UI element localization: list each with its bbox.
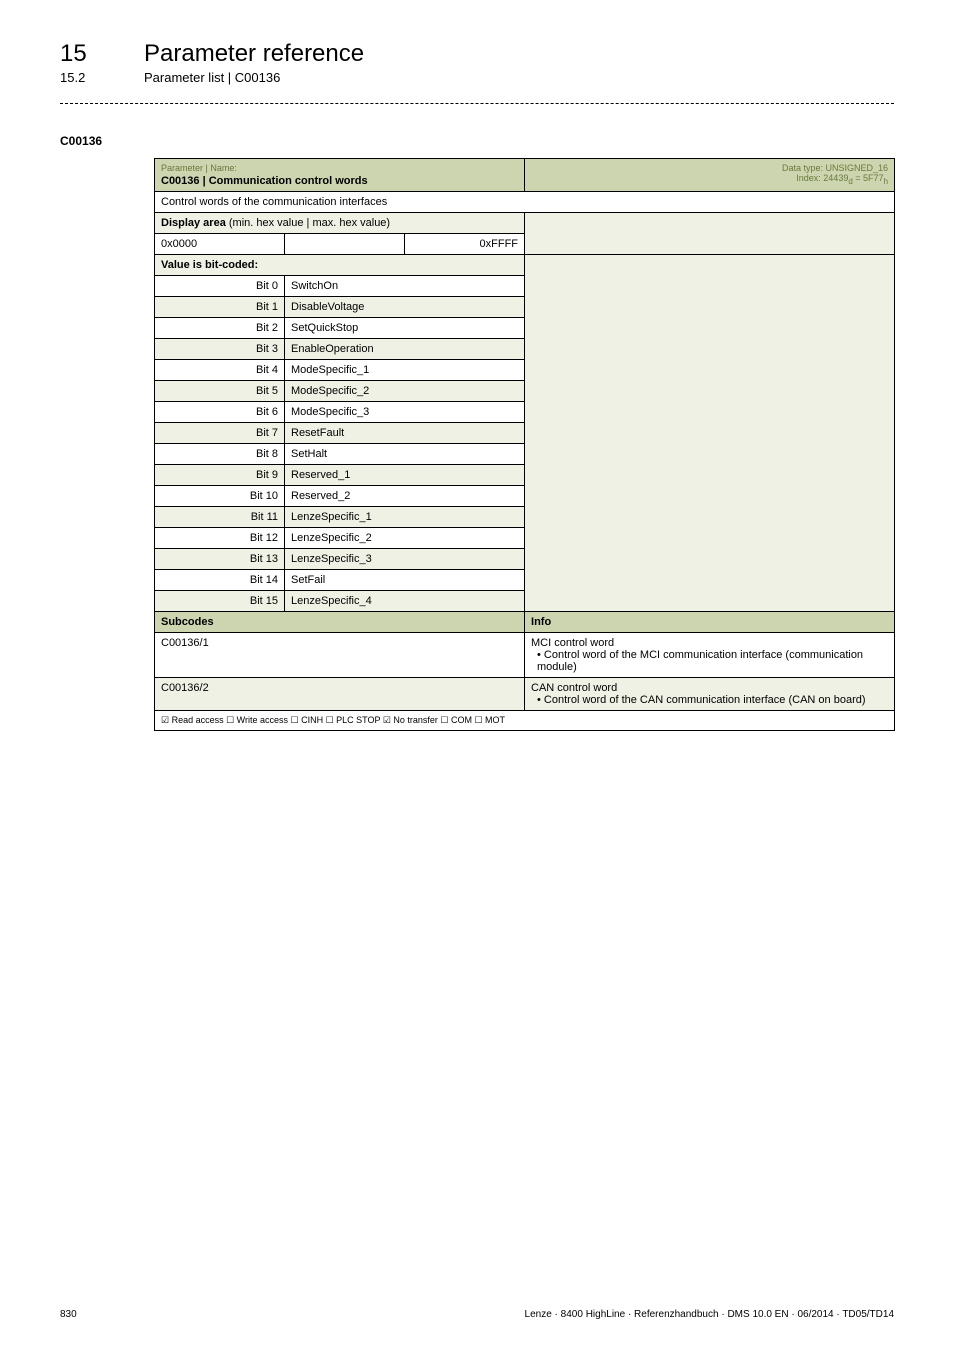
min-hex: 0x0000: [155, 234, 285, 255]
bit-label: Bit 9: [155, 465, 285, 486]
idx-mid: = 5F77: [853, 173, 884, 183]
bit-name: LenzeSpecific_2: [285, 528, 525, 549]
bit-name: Reserved_2: [285, 486, 525, 507]
param-dtype-cell: Data type: UNSIGNED_16 Index: 24439d = 5…: [525, 159, 895, 192]
bit-name: SetQuickStop: [285, 318, 525, 339]
param-title: C00136 | Communication control words: [161, 175, 368, 187]
bit-name: ModeSpecific_2: [285, 381, 525, 402]
bit-label: Bit 12: [155, 528, 285, 549]
display-area-sub: (min. hex value | max. hex value): [226, 217, 390, 229]
bit-name: LenzeSpecific_1: [285, 507, 525, 528]
bit-label: Bit 6: [155, 402, 285, 423]
sub1-info: MCI control word • Control word of the M…: [525, 633, 895, 678]
bit-label: Bit 14: [155, 570, 285, 591]
param-description: Control words of the communication inter…: [155, 192, 895, 213]
value-coded-cell: Value is bit-coded:: [155, 255, 525, 276]
sub1-info-l1: MCI control word: [531, 637, 614, 649]
bit-name: ModeSpecific_3: [285, 402, 525, 423]
sub2-info-l1: CAN control word: [531, 682, 617, 694]
info-label: Info: [531, 616, 551, 628]
sub2-info: CAN control word • Control word of the C…: [525, 678, 895, 711]
bit-label: Bit 13: [155, 549, 285, 570]
idx-sub2: h: [884, 177, 888, 186]
display-area-label: Display area: [161, 217, 226, 229]
bit-name: DisableVoltage: [285, 297, 525, 318]
sub1-code: C00136/1: [155, 633, 525, 678]
param-dtype-line2: Index: 24439d = 5F77h: [531, 173, 888, 186]
mid-empty: [285, 234, 405, 255]
max-hex: 0xFFFF: [405, 234, 525, 255]
param-name-cell: Parameter | Name: C00136 | Communication…: [155, 159, 525, 192]
bit-name: LenzeSpecific_4: [285, 591, 525, 612]
param-name-label: Parameter | Name:: [161, 163, 518, 173]
param-code-heading: C00136: [60, 134, 894, 148]
param-dtype-line1: Data type: UNSIGNED_16: [531, 163, 888, 173]
divider: [60, 103, 894, 104]
bit-label: Bit 5: [155, 381, 285, 402]
subcodes-label: Subcodes: [161, 616, 214, 628]
parameter-table: Parameter | Name: C00136 | Communication…: [154, 158, 895, 731]
bit-name: ResetFault: [285, 423, 525, 444]
sub2-code: C00136/2: [155, 678, 525, 711]
bit-label: Bit 0: [155, 276, 285, 297]
display-area-cell: Display area (min. hex value | max. hex …: [155, 213, 525, 234]
section-title: Parameter list | C00136: [144, 70, 280, 85]
display-area-right-empty: [525, 213, 895, 255]
bit-name: EnableOperation: [285, 339, 525, 360]
bit-label: Bit 10: [155, 486, 285, 507]
page-number: 830: [60, 1309, 77, 1320]
bit-label: Bit 11: [155, 507, 285, 528]
bit-label: Bit 7: [155, 423, 285, 444]
info-header: Info: [525, 612, 895, 633]
idx-pre: Index: 24439: [796, 173, 848, 183]
bit-name: SetFail: [285, 570, 525, 591]
chapter-title: Parameter reference: [144, 40, 364, 68]
bits-right-empty: [525, 255, 895, 612]
subcodes-header: Subcodes: [155, 612, 525, 633]
bit-label: Bit 8: [155, 444, 285, 465]
bit-name: LenzeSpecific_3: [285, 549, 525, 570]
bit-label: Bit 1: [155, 297, 285, 318]
bit-label: Bit 15: [155, 591, 285, 612]
sub1-info-l2: • Control word of the MCI communication …: [531, 649, 888, 673]
bit-label: Bit 4: [155, 360, 285, 381]
bit-label: Bit 3: [155, 339, 285, 360]
value-coded-label: Value is bit-coded:: [161, 259, 258, 271]
access-row: ☑ Read access ☐ Write access ☐ CINH ☐ PL…: [155, 711, 895, 731]
sub2-info-l2: • Control word of the CAN communication …: [531, 694, 866, 706]
doc-ref: Lenze · 8400 HighLine · Referenzhandbuch…: [525, 1309, 894, 1320]
bit-name: ModeSpecific_1: [285, 360, 525, 381]
bit-name: Reserved_1: [285, 465, 525, 486]
bit-name: SwitchOn: [285, 276, 525, 297]
section-number: 15.2: [60, 70, 120, 85]
chapter-number: 15: [60, 40, 120, 68]
bit-name: SetHalt: [285, 444, 525, 465]
page-footer: 830 Lenze · 8400 HighLine · Referenzhand…: [60, 1309, 894, 1320]
bit-label: Bit 2: [155, 318, 285, 339]
